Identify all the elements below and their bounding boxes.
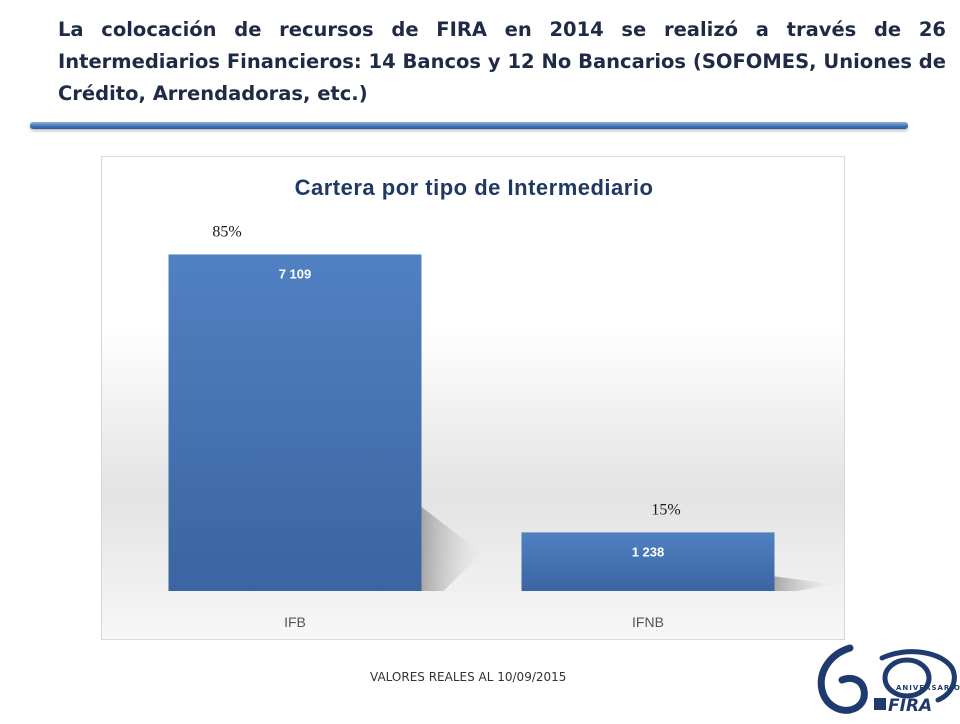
bar-shadow-ifb [421, 506, 482, 591]
chart-area: Cartera por tipo de Intermediario 7 109 8… [101, 156, 845, 640]
percent-label-ifnb: 15% [651, 501, 680, 518]
bar-chart: Cartera por tipo de Intermediario 7 109 8… [168, 175, 835, 630]
logo-aniversario-text: ANIVERSARIO [896, 684, 960, 692]
chart-title: Cartera por tipo de Intermediario [295, 175, 654, 200]
bar-ifb [168, 254, 422, 592]
title-underline [30, 122, 908, 129]
x-tick-label-ifnb: IFNB [632, 614, 664, 630]
bar-ifnb [521, 532, 775, 591]
percent-label-ifb: 85% [212, 223, 241, 240]
fira-60-aniversario-logo: ANIVERSARIO FIRA [812, 638, 960, 720]
value-label-ifnb: 1 238 [632, 544, 665, 559]
logo-brand-text: FIRA [888, 696, 932, 716]
bar-shadow-ifnb [774, 576, 835, 591]
footer-note: VALORES REALES AL 10/09/2015 [370, 670, 567, 684]
x-tick-label-ifb: IFB [284, 614, 306, 630]
slide-title: La colocación de recursos de FIRA en 201… [58, 18, 946, 105]
value-label-ifb: 7 109 [279, 266, 312, 281]
